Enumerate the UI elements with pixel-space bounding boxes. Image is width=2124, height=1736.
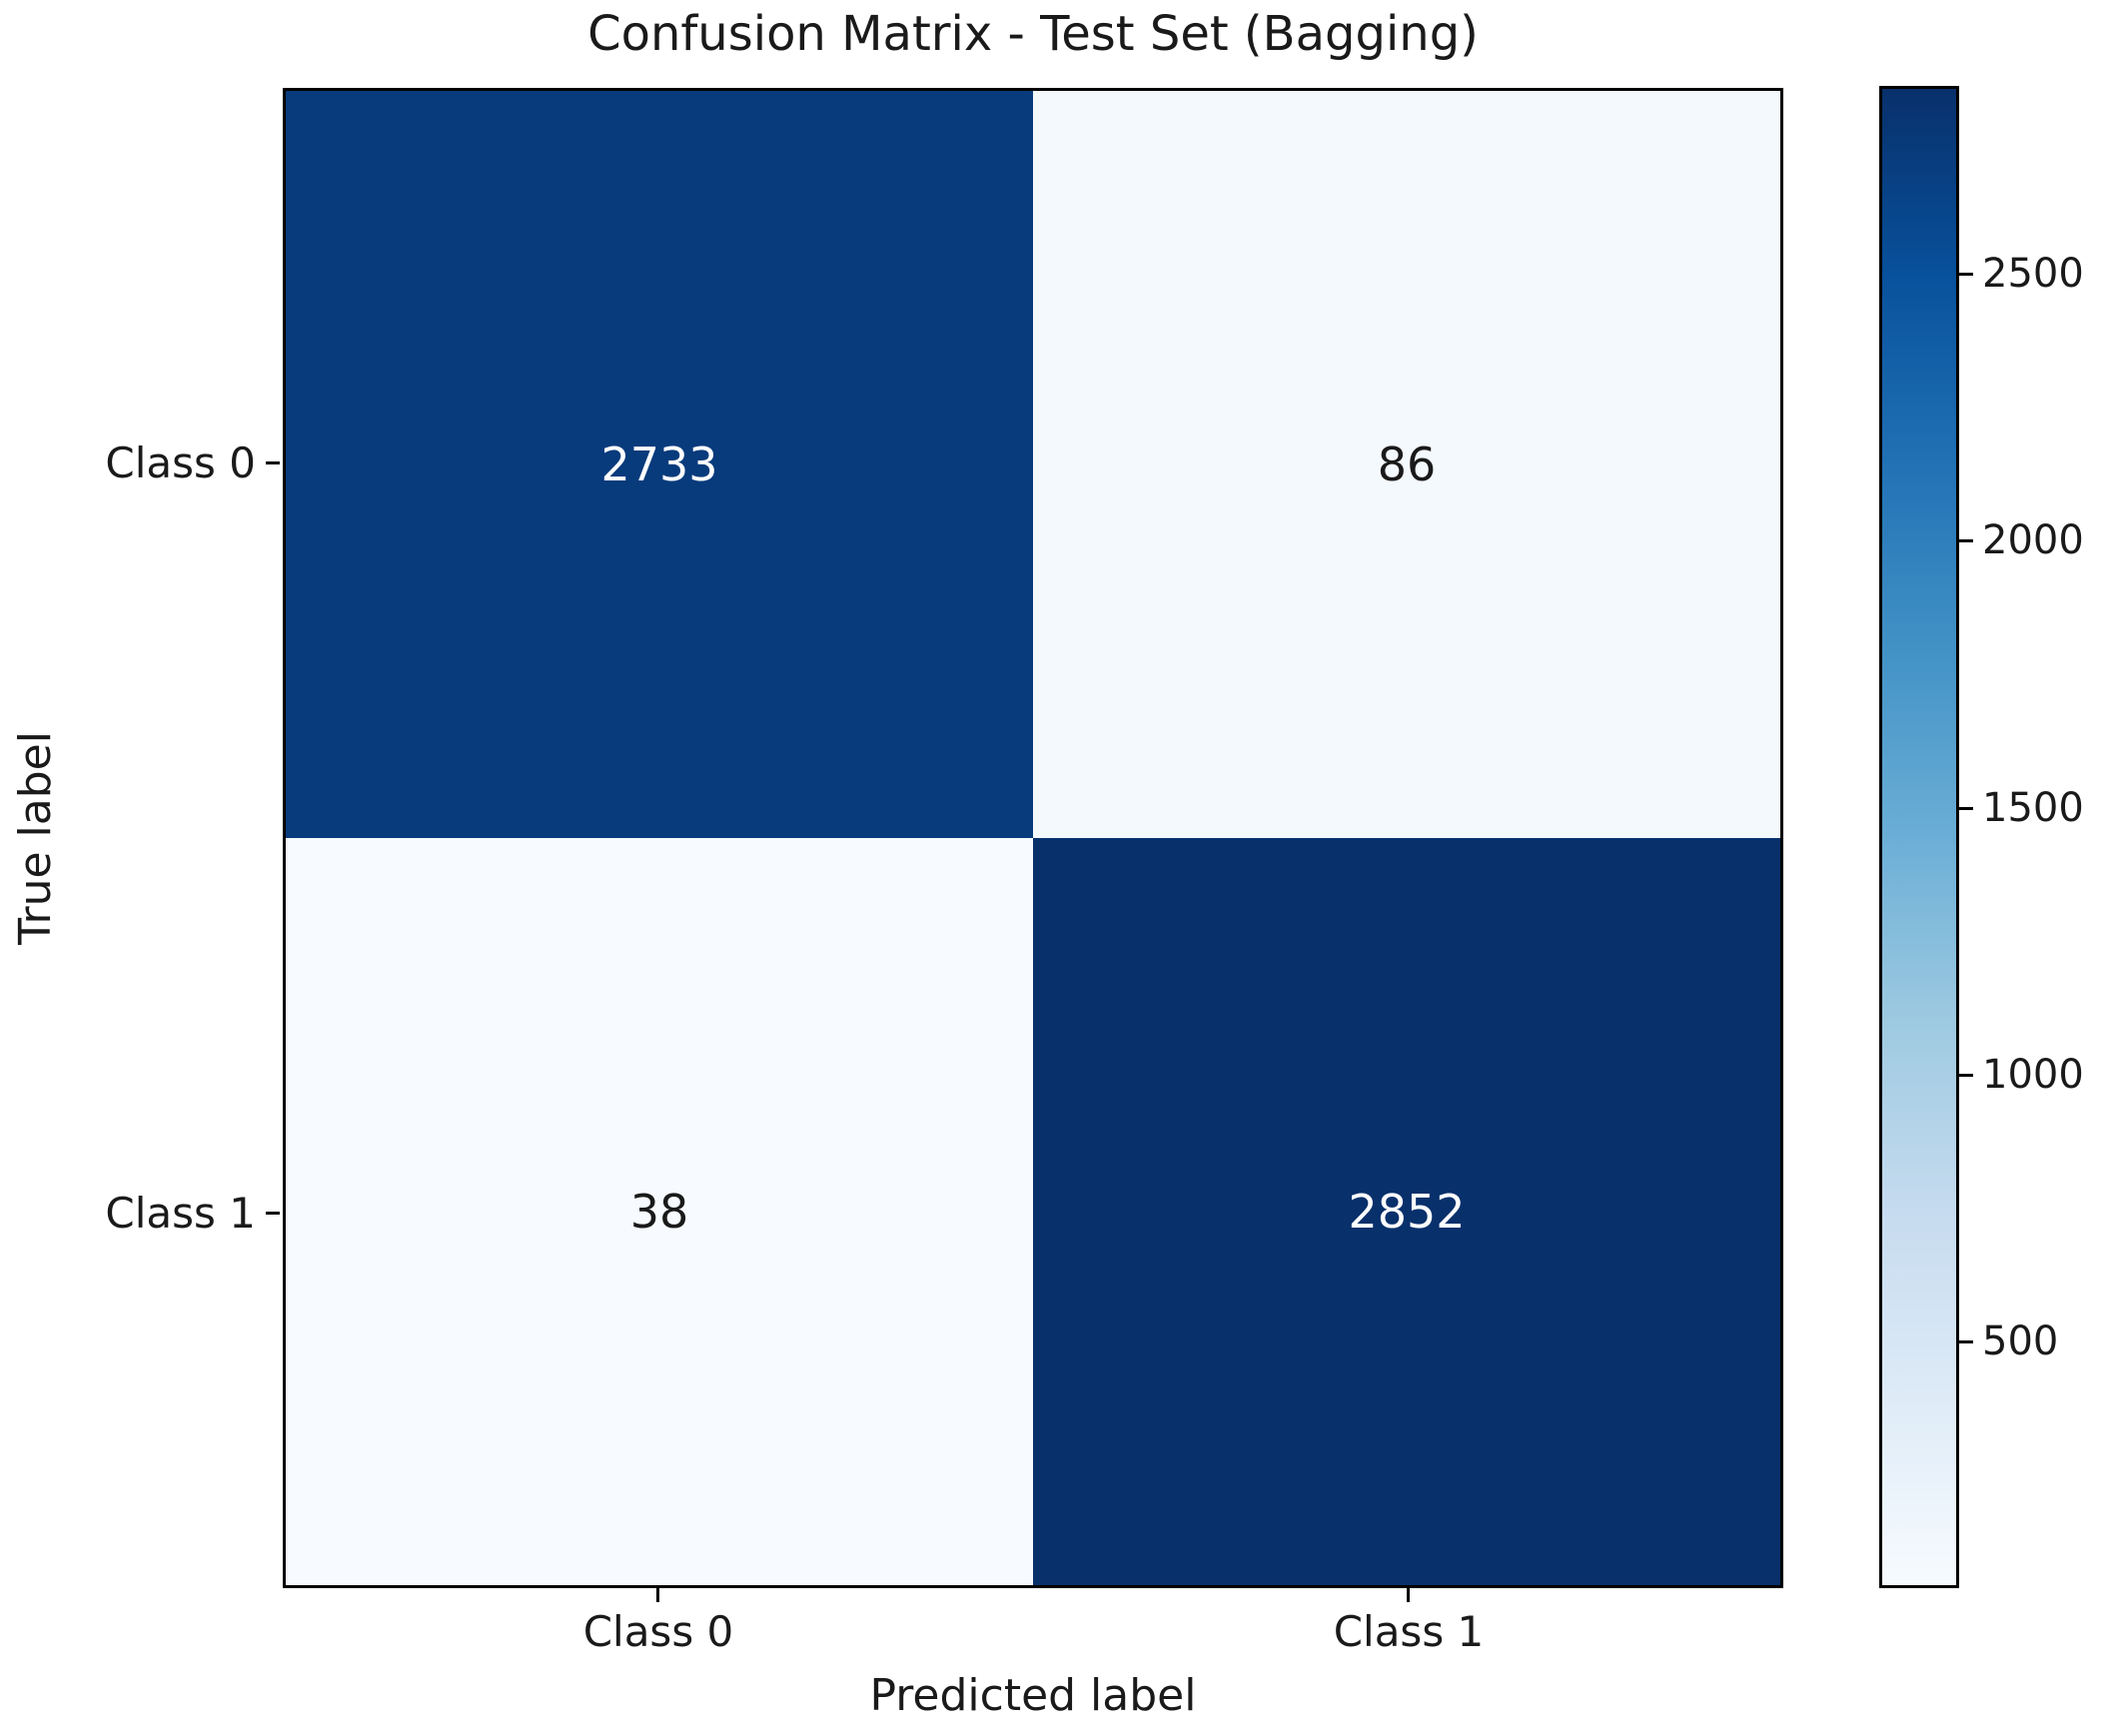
y-tick-mark-class0 (266, 461, 280, 464)
colorbar-tick-label-500: 500 (1982, 1318, 2059, 1364)
cell-value: 2733 (600, 437, 718, 491)
x-tick-mark-class0 (656, 1588, 659, 1602)
heatmap-axes: 2733 86 38 2852 (283, 88, 1783, 1588)
x-tick-mark-class1 (1407, 1588, 1410, 1602)
x-axis-label: Predicted label (869, 1670, 1197, 1721)
colorbar-tick-label-2000: 2000 (1982, 517, 2084, 563)
y-tick-mark-class1 (266, 1212, 280, 1215)
colorbar-tick-mark-2500 (1959, 273, 1973, 276)
colorbar-gradient (1882, 89, 1956, 1585)
colorbar-tick-mark-500 (1959, 1340, 1973, 1343)
colorbar-tick-mark-2000 (1959, 539, 1973, 542)
x-tick-label-class1: Class 1 (1333, 1607, 1485, 1656)
matrix-cell-true1-pred1: 2852 (1033, 838, 1780, 1585)
cell-value: 38 (629, 1185, 689, 1239)
y-tick-label-class1: Class 1 (105, 1189, 256, 1238)
colorbar-tick-label-1000: 1000 (1982, 1052, 2084, 1098)
colorbar-tick-label-2500: 2500 (1982, 251, 2084, 297)
colorbar-tick-mark-1500 (1959, 807, 1973, 810)
x-tick-label-class0: Class 0 (582, 1607, 734, 1656)
matrix-cell-true1-pred0: 38 (286, 838, 1033, 1585)
cell-value: 86 (1377, 437, 1437, 491)
colorbar-tick-label-1500: 1500 (1982, 785, 2084, 831)
y-axis-label: True label (10, 731, 61, 945)
colorbar (1879, 86, 1959, 1588)
matrix-cell-true0-pred0: 2733 (286, 91, 1033, 838)
matrix-cell-true0-pred1: 86 (1033, 91, 1780, 838)
cell-value: 2852 (1348, 1185, 1466, 1239)
colorbar-tick-mark-1000 (1959, 1074, 1973, 1077)
y-tick-label-class0: Class 0 (105, 438, 256, 487)
chart-title: Confusion Matrix - Test Set (Bagging) (587, 6, 1479, 62)
